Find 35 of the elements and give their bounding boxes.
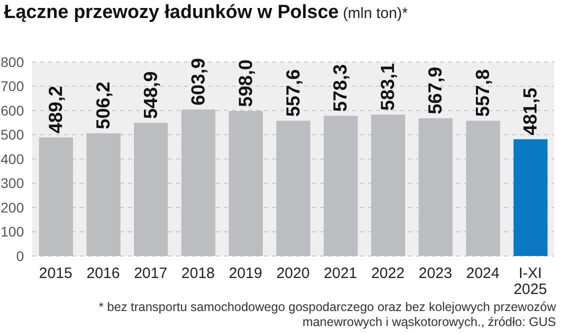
data-label: 583,1: [378, 62, 400, 111]
x-tick-label: 2020: [276, 265, 310, 282]
data-label: 603,9: [188, 58, 210, 106]
data-label: 506,2: [93, 82, 114, 130]
y-tick-label: 0: [16, 248, 24, 264]
y-tick-label: 700: [0, 78, 24, 94]
y-tick-label: 200: [0, 199, 24, 216]
text: * bez transportu samochodowego gospodarczego oraz bez kolejowych przewozów manewrowych i wąskotorowych., źródło: GUS: [98, 300, 556, 330]
y-tick-label: 400: [0, 150, 24, 167]
data-label: 557,6: [283, 69, 304, 117]
x-tick-label: 2018: [181, 265, 215, 282]
y-tick-label: 600: [0, 102, 24, 118]
x-tick-label: 2022: [371, 265, 405, 282]
x-tick-label: 2017: [134, 265, 168, 282]
x-tick-label: 2019: [228, 265, 262, 282]
y-tick-label: 500: [0, 126, 24, 143]
data-label: 567,9: [426, 66, 447, 114]
x-tick-label: 2015: [39, 265, 72, 282]
y-tick-label: 100: [0, 224, 24, 240]
data-label: 598,0: [236, 59, 257, 107]
y-tick-label: 300: [0, 175, 24, 192]
data-label: 548,9: [140, 71, 162, 119]
y-tick-label: 800: [0, 54, 24, 70]
data-label: 557,8: [473, 69, 494, 117]
x-tick-label: 2023: [418, 265, 452, 282]
bar: [514, 139, 548, 256]
data-label: 481,5: [520, 87, 542, 136]
x-tick-label: 2016: [86, 265, 120, 282]
x-tick-label: 2021: [324, 265, 358, 282]
chart-subtitle: (mln ton)*: [342, 5, 408, 22]
x-tick-label: 2024: [466, 265, 500, 282]
x-tick-label: I-XI 2025: [514, 265, 547, 298]
data-label: 578,3: [330, 64, 352, 112]
data-label: 489,2: [46, 86, 67, 134]
chart-title: Łączne przewozy ładunków w Polsce: [4, 2, 339, 23]
